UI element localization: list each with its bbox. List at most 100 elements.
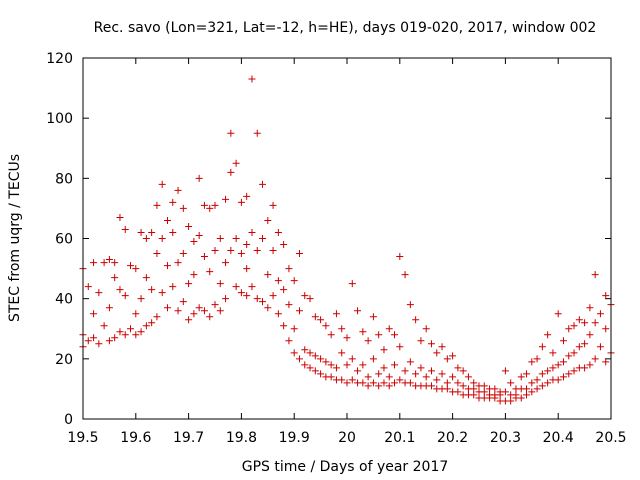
data-point xyxy=(105,256,113,264)
data-point xyxy=(454,388,462,396)
data-point xyxy=(501,388,509,396)
data-point xyxy=(385,373,393,381)
data-point xyxy=(195,174,203,182)
data-point xyxy=(253,247,261,255)
data-point xyxy=(406,358,414,366)
plot-frame xyxy=(82,57,612,420)
data-point xyxy=(586,361,594,369)
data-point xyxy=(591,271,599,279)
data-point xyxy=(179,250,187,258)
data-point xyxy=(222,195,230,203)
data-point xyxy=(137,295,145,303)
data-point xyxy=(227,129,235,137)
data-point xyxy=(211,247,219,255)
data-point xyxy=(311,352,319,360)
y-tick-label: 100 xyxy=(46,111,73,127)
data-point xyxy=(554,376,562,384)
data-point xyxy=(338,376,346,384)
data-point xyxy=(190,271,198,279)
x-tick-label: 20.3 xyxy=(490,430,521,446)
data-point xyxy=(565,325,573,333)
data-point xyxy=(105,304,113,312)
y-tick-label: 60 xyxy=(55,232,73,248)
data-point xyxy=(185,316,193,324)
data-point xyxy=(280,241,288,249)
data-point xyxy=(327,331,335,339)
data-point xyxy=(559,358,567,366)
data-point xyxy=(343,361,351,369)
x-tick-label: 19.8 xyxy=(226,430,257,446)
data-point xyxy=(385,325,393,333)
data-point xyxy=(348,376,356,384)
data-point xyxy=(528,388,536,396)
data-point xyxy=(301,292,309,300)
data-point xyxy=(248,283,256,291)
data-point xyxy=(459,367,467,375)
data-point xyxy=(581,319,589,327)
data-point xyxy=(200,307,208,315)
data-point xyxy=(596,343,604,351)
data-point xyxy=(222,295,230,303)
data-point xyxy=(243,241,251,249)
data-point xyxy=(317,316,325,324)
data-point xyxy=(406,379,414,387)
data-point xyxy=(343,379,351,387)
data-point xyxy=(443,385,451,393)
data-point xyxy=(100,322,108,330)
axis-ticks: 19.5 19.6 19.7 19.8 19.9 20 20.1 20.2 20.3 20.4 20… xyxy=(46,51,626,446)
data-point xyxy=(95,340,103,348)
data-point xyxy=(544,331,552,339)
data-point xyxy=(480,382,488,390)
data-point xyxy=(454,379,462,387)
data-point xyxy=(591,355,599,363)
data-point xyxy=(491,394,499,402)
data-point xyxy=(586,304,594,312)
data-point xyxy=(142,274,150,282)
data-point xyxy=(507,397,515,405)
data-point xyxy=(422,373,430,381)
data-point xyxy=(412,316,420,324)
data-point xyxy=(322,322,330,330)
data-point xyxy=(253,129,261,137)
data-point xyxy=(348,280,356,288)
x-axis-label: GPS time / Days of year 2017 xyxy=(242,459,449,475)
data-point xyxy=(538,370,546,378)
data-point xyxy=(274,310,282,318)
data-point xyxy=(211,201,219,209)
x-tick-label: 19.9 xyxy=(279,430,310,446)
data-point xyxy=(269,201,277,209)
data-point xyxy=(153,201,161,209)
data-point xyxy=(523,391,531,399)
data-point xyxy=(464,373,472,381)
data-point xyxy=(301,361,309,369)
data-point xyxy=(549,364,557,372)
data-point xyxy=(375,370,383,378)
data-point xyxy=(216,307,224,315)
data-point xyxy=(417,337,425,345)
data-point xyxy=(121,292,129,300)
data-point xyxy=(174,307,182,315)
data-point xyxy=(137,228,145,236)
data-point xyxy=(581,340,589,348)
data-point xyxy=(401,367,409,375)
y-tick-label: 120 xyxy=(46,51,73,67)
data-point xyxy=(127,325,135,333)
data-point xyxy=(90,259,98,267)
data-point xyxy=(412,370,420,378)
data-point xyxy=(132,331,140,339)
data-point xyxy=(206,268,214,276)
data-point xyxy=(507,379,515,387)
data-points xyxy=(79,75,615,405)
data-point xyxy=(280,286,288,294)
data-point xyxy=(396,343,404,351)
data-point xyxy=(237,289,245,297)
data-point xyxy=(528,379,536,387)
data-point xyxy=(385,382,393,390)
data-point xyxy=(290,277,298,285)
data-point xyxy=(111,259,119,267)
data-point xyxy=(354,307,362,315)
data-point xyxy=(517,373,525,381)
data-point xyxy=(237,198,245,206)
data-point xyxy=(285,337,293,345)
